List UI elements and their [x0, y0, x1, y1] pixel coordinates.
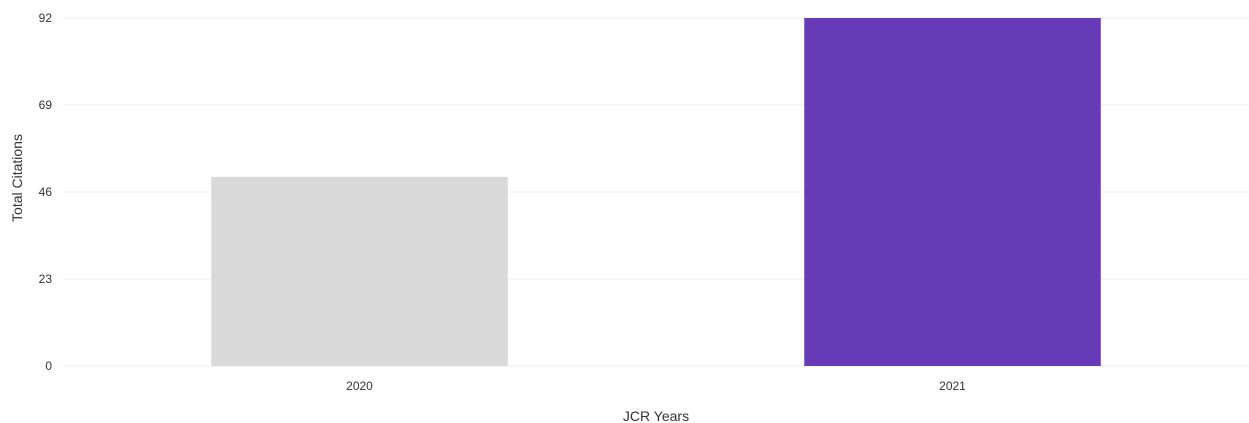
y-tick-label: 69 [39, 98, 53, 112]
bars [211, 18, 1101, 366]
bar-2020[interactable] [211, 176, 508, 366]
x-axis-ticks: 2020 2021 [346, 379, 966, 393]
x-tick-label: 2021 [939, 379, 966, 393]
y-tick-label: 0 [45, 359, 52, 373]
x-axis-title: JCR Years [623, 408, 689, 423]
y-tick-label: 92 [39, 11, 53, 25]
y-axis-ticks: 0 23 46 69 92 [39, 11, 53, 373]
x-tick-label: 2020 [346, 379, 373, 393]
bar-2021[interactable] [804, 18, 1101, 366]
y-axis-title: Total Citations [9, 134, 25, 222]
y-tick-label: 46 [39, 185, 53, 199]
y-tick-label: 23 [39, 272, 53, 286]
